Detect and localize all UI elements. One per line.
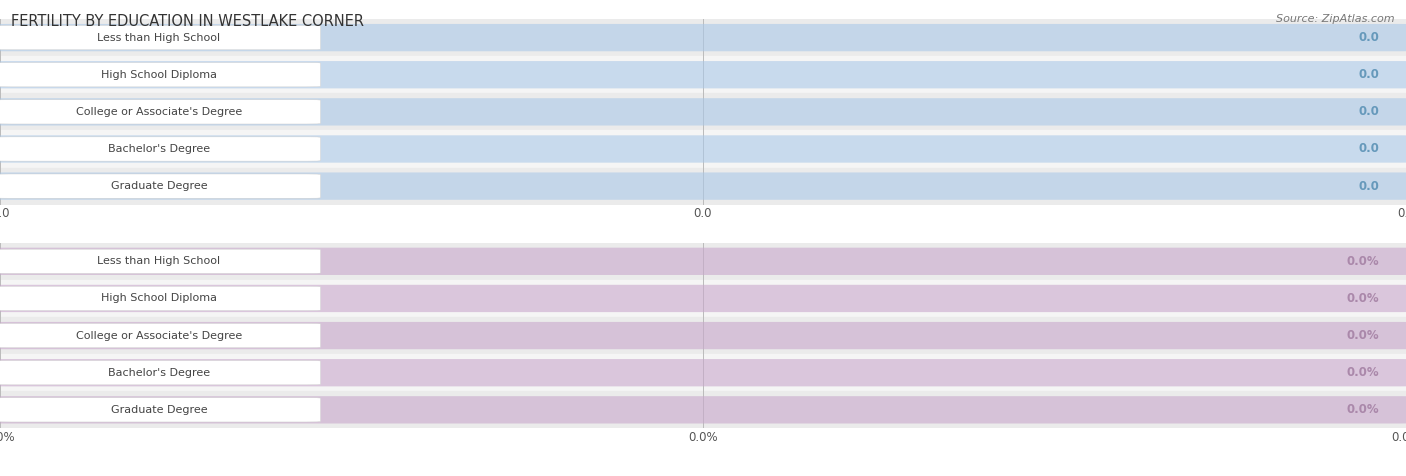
FancyBboxPatch shape [0,172,1406,200]
Bar [0,243,1406,280]
FancyBboxPatch shape [0,98,1406,126]
FancyBboxPatch shape [0,100,321,124]
Bar [0,56,1406,93]
Text: 0.0: 0.0 [1358,31,1379,44]
Bar [0,130,1406,168]
FancyBboxPatch shape [0,24,1406,51]
FancyBboxPatch shape [0,61,1406,89]
Text: 0.0%: 0.0% [1347,292,1379,305]
Text: Source: ZipAtlas.com: Source: ZipAtlas.com [1277,14,1395,24]
FancyBboxPatch shape [0,249,321,273]
FancyBboxPatch shape [0,324,321,347]
FancyBboxPatch shape [0,285,1406,312]
Bar [0,391,1406,428]
Text: 0.0%: 0.0% [1347,255,1379,268]
Bar [0,280,1406,317]
Text: 0.0: 0.0 [1358,105,1379,119]
Text: Less than High School: Less than High School [97,256,221,267]
Text: High School Diploma: High School Diploma [101,293,217,304]
Text: 0.0: 0.0 [1358,68,1379,81]
Text: FERTILITY BY EDUCATION IN WESTLAKE CORNER: FERTILITY BY EDUCATION IN WESTLAKE CORNE… [11,14,364,30]
FancyBboxPatch shape [0,398,321,422]
Text: High School Diploma: High School Diploma [101,69,217,80]
FancyBboxPatch shape [0,359,1406,387]
FancyBboxPatch shape [0,361,321,385]
FancyBboxPatch shape [0,322,1406,349]
FancyBboxPatch shape [0,396,1406,424]
Bar [0,317,1406,354]
Text: 0.0%: 0.0% [1347,366,1379,379]
Bar [0,19,1406,56]
Text: Bachelor's Degree: Bachelor's Degree [108,367,209,378]
Text: Less than High School: Less than High School [97,32,221,43]
Text: College or Associate's Degree: College or Associate's Degree [76,330,242,341]
FancyBboxPatch shape [0,135,1406,163]
Bar [0,93,1406,130]
Text: 0.0%: 0.0% [1347,403,1379,416]
Text: 0.0: 0.0 [1358,179,1379,193]
Text: Graduate Degree: Graduate Degree [111,405,207,415]
FancyBboxPatch shape [0,26,321,50]
FancyBboxPatch shape [0,63,321,87]
FancyBboxPatch shape [0,137,321,161]
FancyBboxPatch shape [0,174,321,198]
Text: Graduate Degree: Graduate Degree [111,181,207,191]
FancyBboxPatch shape [0,248,1406,275]
Text: Bachelor's Degree: Bachelor's Degree [108,144,209,154]
Text: College or Associate's Degree: College or Associate's Degree [76,107,242,117]
FancyBboxPatch shape [0,287,321,310]
Text: 0.0: 0.0 [1358,142,1379,156]
Text: 0.0%: 0.0% [1347,329,1379,342]
Bar [0,168,1406,205]
Bar [0,354,1406,391]
